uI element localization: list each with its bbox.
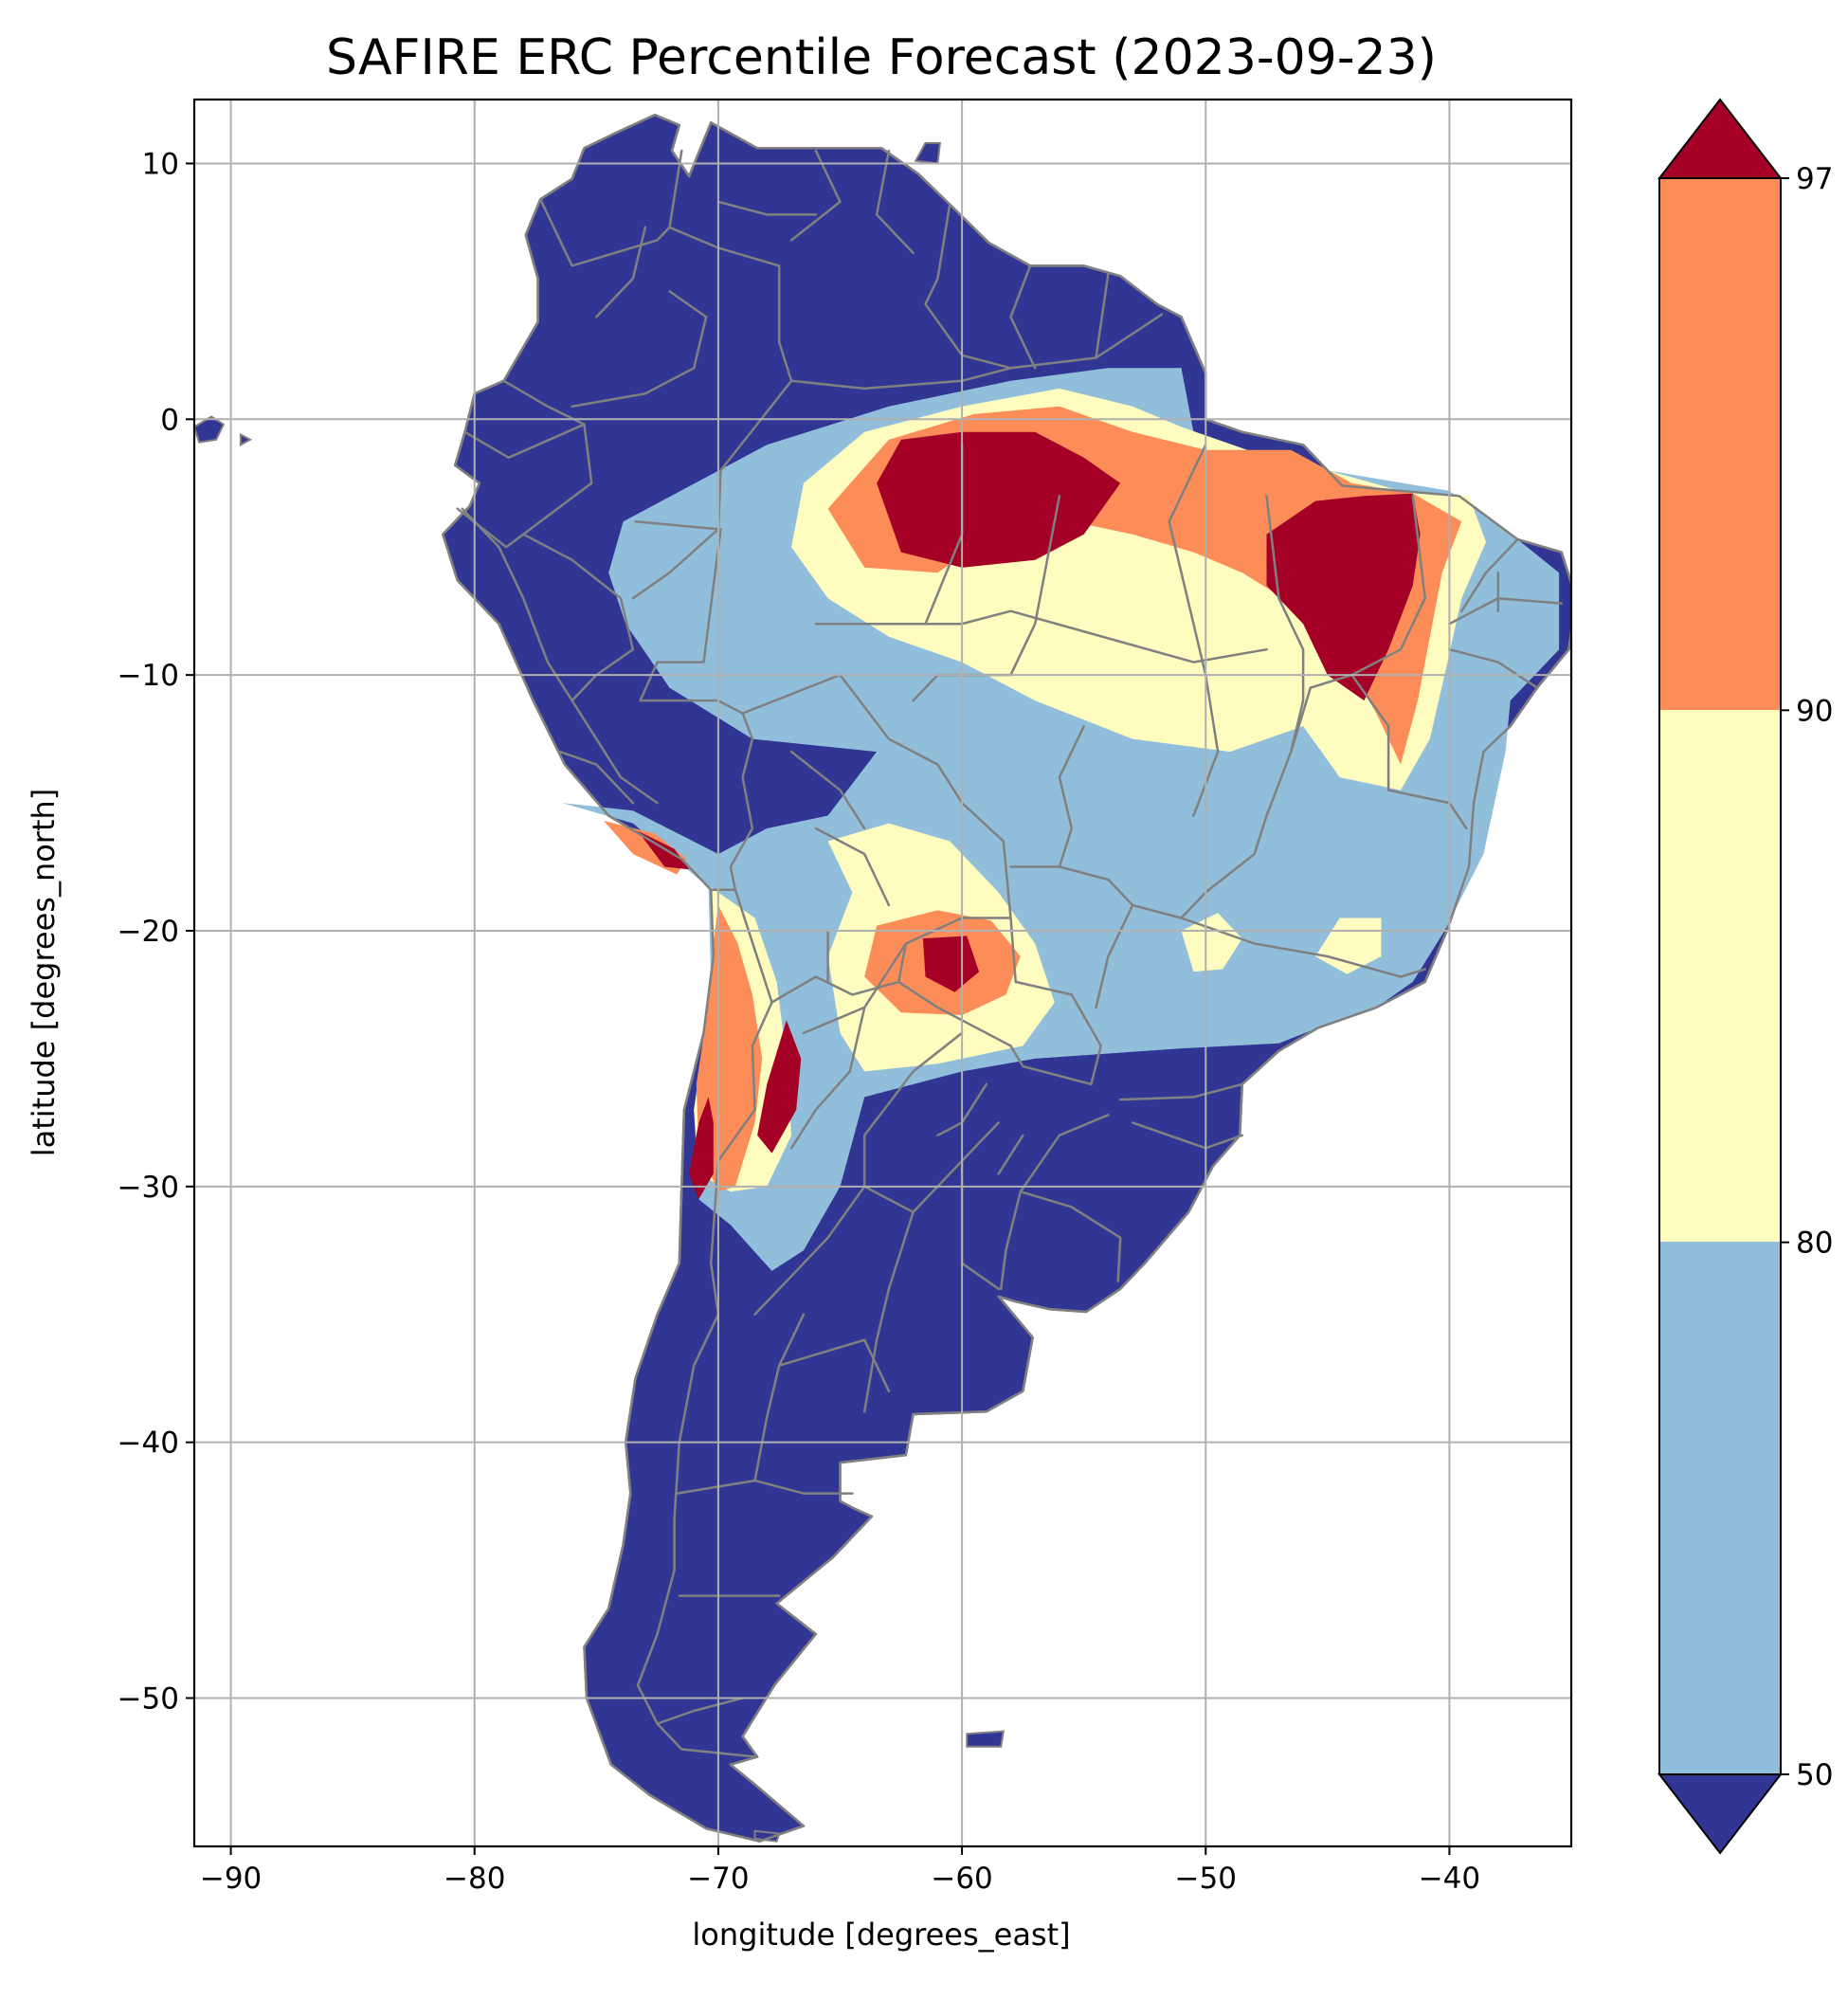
border-line xyxy=(639,528,744,715)
border-line xyxy=(1095,903,1134,1009)
border-line xyxy=(999,1190,1023,1291)
island xyxy=(753,1829,781,1843)
percentile-region-above-97 xyxy=(877,431,1121,568)
border-line xyxy=(734,888,773,1004)
border-line xyxy=(1309,495,1426,689)
colorbar: 50 80 90 97 xyxy=(1657,98,1833,1855)
percentile-region-above-97 xyxy=(757,1020,802,1154)
x-tick-label: −90 xyxy=(200,1862,262,1896)
border-line xyxy=(631,528,720,600)
border-line xyxy=(571,290,708,409)
x-tick-label: −80 xyxy=(444,1862,505,1896)
y-tick-label: −50 xyxy=(118,1681,179,1716)
x-axis-ticks: −90 −80 −70 −60 −50 −40 xyxy=(200,1846,1480,1896)
x-tick-label: −70 xyxy=(687,1862,749,1896)
border-line xyxy=(897,942,1102,1086)
y-tick-label: −10 xyxy=(118,659,179,693)
percentile-region-above-97 xyxy=(1266,493,1421,701)
colorbar-band-90-97 xyxy=(1659,178,1781,710)
map-area xyxy=(194,100,1571,1846)
y-tick-label: −30 xyxy=(118,1171,179,1205)
coastline xyxy=(442,113,1571,1843)
border-line xyxy=(875,149,915,255)
border-line xyxy=(802,1006,866,1035)
border-line xyxy=(1460,537,1519,612)
y-tick-label: 10 xyxy=(142,147,179,181)
y-tick-label: −40 xyxy=(118,1427,179,1461)
border-line xyxy=(1448,647,1539,689)
border-line xyxy=(789,942,908,1150)
percentile-region-80-90 xyxy=(1181,913,1242,972)
x-axis-label: longitude [degrees_east] xyxy=(692,1917,1070,1953)
percentile-region-above-97 xyxy=(689,1097,714,1200)
x-tick-label: −60 xyxy=(931,1862,992,1896)
border-line xyxy=(1265,495,1305,754)
island xyxy=(239,432,253,446)
border-line xyxy=(814,609,1268,663)
x-tick-label: −50 xyxy=(1175,1862,1237,1896)
border-line xyxy=(456,423,593,549)
border-line xyxy=(862,1210,915,1413)
percentile-region-80-90 xyxy=(1315,918,1382,974)
border-line xyxy=(753,1479,854,1495)
border-line xyxy=(538,149,683,267)
colorbar-tick-label: 80 xyxy=(1796,1227,1833,1261)
border-line xyxy=(656,1697,744,1725)
colorbar-tick-label: 50 xyxy=(1796,1758,1833,1792)
border-line xyxy=(862,1031,964,1189)
border-line xyxy=(789,149,842,242)
x-tick-label: −40 xyxy=(1419,1862,1480,1896)
colorbar-band-50-80 xyxy=(1659,1242,1781,1774)
y-tick-label: 0 xyxy=(160,403,179,437)
border-line xyxy=(1058,724,1085,868)
border-line xyxy=(595,226,647,318)
colorbar-frame xyxy=(1658,177,1782,1775)
colorbar-tick-label: 97 xyxy=(1796,162,1833,196)
border-line xyxy=(1350,673,1468,830)
border-line xyxy=(1118,1082,1244,1101)
border-line xyxy=(1009,917,1017,984)
border-line xyxy=(753,1185,866,1316)
border-line xyxy=(1168,444,1220,817)
island xyxy=(966,1730,1005,1748)
colorbar-band-80-90 xyxy=(1659,710,1781,1242)
border-line xyxy=(777,1338,891,1392)
border-line xyxy=(668,226,793,383)
gridlines xyxy=(194,100,1571,1846)
colorbar-ticks: 50 80 90 97 xyxy=(1781,162,1833,1792)
border-line xyxy=(1095,272,1110,359)
border-line xyxy=(1180,917,1426,978)
border-line xyxy=(729,712,754,892)
y-axis-label: latitude [degrees_north] xyxy=(26,789,62,1157)
map-frame xyxy=(192,98,1573,1848)
border-line xyxy=(716,200,818,216)
percentile-region-above-97 xyxy=(922,936,980,992)
border-line xyxy=(1009,686,1313,919)
erc-percentile-cells xyxy=(562,368,1560,1271)
border-line xyxy=(1009,264,1037,370)
border-line xyxy=(789,750,866,830)
colorbar-tick-label: 90 xyxy=(1796,694,1833,728)
y-tick-label: −20 xyxy=(118,915,179,949)
border-line xyxy=(814,827,891,907)
border-line xyxy=(558,750,635,805)
border-line xyxy=(636,975,900,1758)
chart-title: SAFIRE ERC Percentile Forecast (2023-09-… xyxy=(326,29,1437,86)
border-line xyxy=(1019,1114,1122,1282)
y-axis-ticks: 10 0 −10 −20 −30 −40 −50 xyxy=(118,147,194,1716)
border-line xyxy=(997,1134,1024,1175)
border-line xyxy=(924,203,1012,370)
